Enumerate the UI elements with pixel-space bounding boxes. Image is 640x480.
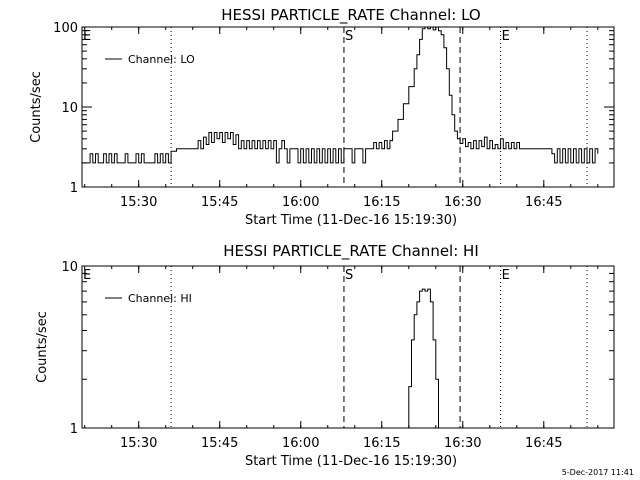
- lo-chart-title: HESSI PARTICLE_RATE Channel: LO: [221, 6, 480, 25]
- hi-channel-panel: HESSI PARTICLE_RATE Channel: HI 15:30 15:…: [35, 242, 615, 469]
- lo-series-line: [82, 26, 599, 164]
- hi-x-tick-label: 15:45: [201, 436, 238, 451]
- lo-x-axis-label: Start Time (11-Dec-16 15:19:30): [245, 213, 457, 228]
- hi-x-tick-label: 15:30: [120, 436, 157, 451]
- lo-x-ticks: 15:30 15:45 16:00 16:15 16:30 16:45: [84, 27, 599, 210]
- hi-marker-label: E: [502, 268, 510, 283]
- lo-x-tick-label: 15:45: [201, 195, 238, 210]
- hi-x-tick-label: 16:15: [363, 436, 400, 451]
- hi-x-tick-label: 16:45: [525, 436, 562, 451]
- hi-y-tick-label: 10: [61, 260, 78, 275]
- hi-marker-label: E: [83, 268, 91, 283]
- lo-legend: Channel: LO: [105, 53, 195, 66]
- lo-x-tick-label: 15:30: [120, 195, 157, 210]
- hi-legend-label: Channel: HI: [128, 292, 192, 305]
- hi-y-ticks: 1 10: [61, 260, 614, 437]
- hi-y-tick-label: 1: [70, 422, 78, 437]
- footer-timestamp: 5-Dec-2017 11:41: [562, 468, 634, 477]
- hi-chart-title: HESSI PARTICLE_RATE Channel: HI: [223, 242, 479, 261]
- lo-y-tick-label: 1: [70, 181, 78, 196]
- lo-marker-label: E: [502, 29, 510, 44]
- lo-y-tick-label: 10: [61, 101, 78, 116]
- hi-legend: Channel: HI: [105, 292, 192, 305]
- lo-x-tick-label: 16:30: [444, 195, 481, 210]
- hi-x-tick-label: 16:00: [282, 436, 319, 451]
- lo-y-ticks: 1 10 100: [53, 21, 614, 196]
- lo-plot-frame: [81, 26, 615, 188]
- hi-series-line: [403, 288, 442, 429]
- hi-y-axis-label: Counts/sec: [35, 311, 50, 383]
- hi-x-axis-label: Start Time (11-Dec-16 15:19:30): [245, 454, 457, 469]
- lo-channel-panel: HESSI PARTICLE_RATE Channel: LO 15:30 15:…: [29, 6, 615, 228]
- lo-marker-label: E: [83, 29, 91, 44]
- lo-y-axis-label: Counts/sec: [29, 71, 44, 143]
- hi-plot-frame: [81, 265, 615, 429]
- hi-marker-label: S: [345, 268, 353, 283]
- hi-x-ticks: 15:30 15:45 16:00 16:15 16:30 16:45: [84, 266, 599, 451]
- lo-legend-label: Channel: LO: [128, 53, 195, 66]
- lo-x-tick-label: 16:15: [363, 195, 400, 210]
- lo-x-tick-label: 16:45: [525, 195, 562, 210]
- lo-x-tick-label: 16:00: [282, 195, 319, 210]
- lo-y-tick-label: 100: [53, 21, 78, 36]
- lo-marker-label: S: [345, 29, 353, 44]
- hi-x-tick-label: 16:30: [444, 436, 481, 451]
